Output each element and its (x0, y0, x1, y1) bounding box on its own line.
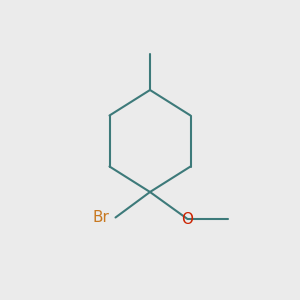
Text: O: O (182, 212, 194, 226)
Text: Br: Br (93, 210, 110, 225)
